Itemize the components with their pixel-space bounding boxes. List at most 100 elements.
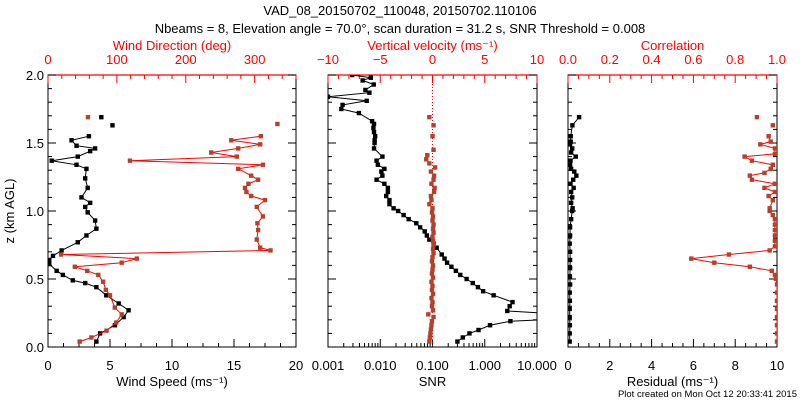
- data-point: [58, 252, 64, 257]
- x-tick-label: 6: [690, 358, 697, 373]
- data-point: [127, 158, 133, 163]
- data-point: [339, 106, 344, 112]
- data-point: [427, 339, 432, 344]
- series-vertical-velocity: [424, 114, 438, 344]
- data-point: [430, 299, 435, 305]
- data-point: [568, 181, 573, 186]
- series-correlation: [689, 114, 777, 344]
- data-point: [772, 244, 777, 249]
- panel-2: 0.001 0.010 0.100 1.000 10.000 SNR −10 −5 0 5 10 Ve…: [312, 38, 557, 389]
- data-point: [104, 293, 109, 298]
- x-tick-label: 20: [289, 358, 303, 373]
- data-point: [470, 280, 475, 286]
- data-point: [774, 339, 777, 344]
- data-point: [749, 158, 755, 163]
- data-point: [568, 306, 572, 312]
- data-point: [768, 166, 773, 172]
- data-point: [429, 323, 434, 328]
- panel-3: 0 2 4 6 8 10 Residual (ms⁻¹) 0.0 0.2 0.4 0.6 0.8 1.0…: [559, 38, 786, 389]
- data-point: [429, 287, 435, 293]
- data-point: [568, 150, 574, 155]
- data-point: [772, 227, 777, 233]
- data-point: [391, 206, 396, 211]
- data-point: [429, 197, 434, 203]
- data-point: [50, 253, 56, 259]
- data-point: [372, 140, 377, 146]
- top-x-tick-label: 10: [530, 52, 544, 67]
- data-point: [249, 193, 254, 199]
- data-point: [427, 335, 433, 340]
- data-point: [242, 185, 248, 191]
- data-point: [431, 250, 436, 256]
- data-point: [568, 216, 574, 222]
- data-point: [371, 146, 377, 151]
- data-point: [255, 227, 261, 233]
- data-point: [568, 298, 573, 303]
- data-point: [360, 78, 365, 83]
- data-point: [568, 200, 574, 206]
- data-point: [255, 221, 260, 226]
- top-x-tick-label: 5: [481, 52, 488, 67]
- x-tick-label: 0.100: [416, 358, 449, 373]
- data-point: [85, 268, 90, 274]
- data-point: [574, 173, 579, 178]
- data-point: [246, 181, 251, 186]
- data-point: [429, 304, 435, 309]
- data-point: [774, 298, 777, 303]
- data-point: [356, 110, 362, 116]
- data-point: [255, 177, 261, 182]
- data-point: [254, 204, 259, 210]
- data-point: [444, 260, 450, 265]
- data-point: [426, 312, 431, 317]
- top-x-tick-label: 0.0: [559, 52, 577, 67]
- data-point: [430, 134, 435, 139]
- x-tick-label: 15: [227, 358, 241, 373]
- series-wind-direction: [58, 114, 280, 344]
- data-point: [371, 125, 376, 131]
- data-point: [48, 261, 52, 267]
- data-point: [766, 193, 771, 199]
- data-point: [374, 158, 379, 163]
- data-point: [767, 206, 772, 211]
- data-point: [85, 210, 90, 215]
- data-point: [568, 314, 572, 320]
- data-point: [249, 173, 254, 178]
- data-point: [772, 272, 777, 278]
- data-point: [430, 226, 436, 231]
- data-point: [568, 249, 573, 254]
- data-point: [430, 275, 436, 280]
- data-point: [689, 256, 694, 261]
- data-point: [774, 314, 777, 320]
- data-point: [431, 222, 436, 227]
- data-point: [94, 284, 99, 290]
- data-point: [79, 195, 84, 200]
- x-axis-label: SNR: [419, 374, 446, 389]
- data-point: [573, 154, 578, 159]
- data-point: [258, 134, 264, 139]
- x-tick-label: 1.000: [468, 358, 501, 373]
- data-point: [83, 176, 88, 181]
- data-point: [772, 216, 777, 222]
- data-point: [476, 327, 481, 333]
- data-point: [772, 222, 777, 227]
- data-point: [568, 331, 572, 336]
- data-point: [275, 121, 280, 127]
- data-point: [116, 301, 121, 306]
- data-point: [429, 181, 434, 186]
- data-point: [773, 276, 777, 282]
- data-point: [374, 177, 379, 182]
- data-point: [83, 204, 88, 210]
- data-point: [134, 256, 140, 261]
- data-point: [382, 166, 387, 172]
- data-point: [103, 287, 109, 293]
- data-point: [442, 256, 447, 261]
- data-point: [119, 312, 124, 317]
- data-point: [430, 267, 435, 272]
- data-point: [539, 311, 543, 315]
- x-tick-label: 10.000: [517, 358, 557, 373]
- data-point: [84, 166, 89, 172]
- data-point: [770, 123, 776, 128]
- data-point: [70, 278, 75, 283]
- data-point: [774, 323, 777, 328]
- data-point: [434, 245, 439, 250]
